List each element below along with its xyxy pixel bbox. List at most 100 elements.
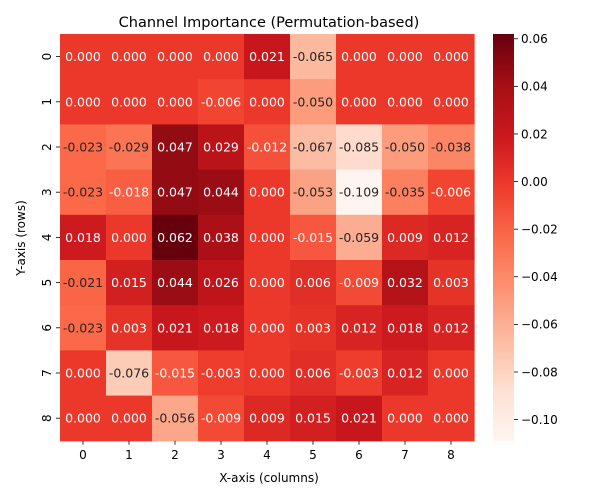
cell-value-label: 0.000: [111, 230, 147, 245]
heatmap-cell: [290, 124, 337, 171]
x-tick-label: 0: [79, 448, 87, 462]
cell-value-label: 0.000: [65, 411, 101, 426]
cell-value-label: 0.012: [341, 320, 377, 335]
heatmap-cell: [290, 260, 337, 306]
cell-value-label: -0.050: [293, 94, 333, 109]
heatmap-cell: [106, 124, 153, 171]
heatmap-cell: [198, 350, 245, 397]
cell-value-label: -0.059: [339, 230, 379, 245]
cell-value-label: 0.018: [203, 320, 239, 335]
cell-value-label: -0.003: [201, 366, 241, 381]
cell-value-label: -0.021: [63, 275, 103, 290]
cell-value-label: 0.000: [111, 49, 147, 64]
cell-value-label: 0.000: [203, 49, 239, 64]
heatmap-cell: [428, 169, 475, 216]
heatmap-cell: [428, 214, 475, 261]
colorbar-tick-label: −0.10: [521, 413, 558, 427]
heatmap-cell: [244, 124, 291, 171]
cell-value-label: -0.012: [247, 140, 287, 155]
cell-value-label: 0.000: [387, 411, 423, 426]
heatmap-cell: [244, 34, 291, 80]
cell-value-label: 0.000: [249, 366, 285, 381]
cell-value-label: -0.067: [293, 140, 333, 155]
cell-value-label: 0.000: [341, 49, 377, 64]
heatmap-cell: [382, 34, 429, 80]
cell-value-label: 0.018: [65, 230, 101, 245]
heatmap-cell: [336, 395, 383, 442]
heatmap-cell: [428, 124, 475, 171]
cell-value-label: 0.000: [387, 94, 423, 109]
x-tick-label: 2: [171, 448, 179, 462]
cell-value-label: 0.032: [387, 275, 423, 290]
cell-value-label: 0.000: [157, 49, 193, 64]
cell-value-label: 0.000: [65, 49, 101, 64]
heatmap-cell: [198, 79, 245, 125]
heatmap-cell: [152, 214, 199, 261]
heatmap-cells: 0.000 0.000 0.000 0.000 0.021 -0.065 0.000 0.00…: [60, 34, 475, 442]
cell-value-label: 0.021: [341, 411, 377, 426]
cell-value-label: 0.000: [433, 411, 469, 426]
cell-value-label: -0.029: [109, 140, 149, 155]
heatmap-cell: [290, 395, 337, 442]
cell-value-label: 0.000: [111, 94, 147, 109]
heatmap-cell: [290, 79, 337, 125]
colorbar-tick-label: −0.02: [521, 222, 558, 236]
cell-value-label: 0.000: [111, 411, 147, 426]
cell-value-label: -0.009: [339, 275, 379, 290]
cell-value-label: 0.000: [341, 94, 377, 109]
cell-value-label: -0.006: [431, 185, 471, 200]
cell-value-label: -0.006: [201, 94, 241, 109]
cell-value-label: 0.006: [295, 366, 331, 381]
cell-value-label: 0.029: [203, 140, 239, 155]
cell-value-label: -0.056: [155, 411, 195, 426]
y-tick-label: 0: [40, 53, 54, 61]
heatmap-cell: [198, 214, 245, 261]
cell-value-label: 0.044: [203, 185, 239, 200]
cell-value-label: 0.015: [295, 411, 331, 426]
heatmap-cell: [336, 34, 383, 80]
cell-value-label: 0.021: [157, 320, 193, 335]
cell-value-label: 0.047: [157, 140, 193, 155]
heatmap-cell: [152, 395, 199, 442]
heatmap-cell: [428, 260, 475, 306]
heatmap-cell: [336, 169, 383, 216]
cell-value-label: -0.050: [385, 140, 425, 155]
heatmap-cell: [198, 395, 245, 442]
heatmap-cell: [244, 350, 291, 397]
cell-value-label: -0.023: [63, 140, 103, 155]
cell-value-label: 0.026: [203, 275, 239, 290]
cell-value-label: 0.000: [433, 49, 469, 64]
heatmap-cell: [336, 305, 383, 351]
heatmap-cell: [290, 214, 337, 261]
heatmap-cell: [60, 34, 107, 80]
cell-value-label: 0.000: [433, 94, 469, 109]
colorbar: [493, 34, 514, 441]
colorbar-tick-label: 0.04: [521, 80, 548, 94]
cell-value-label: -0.023: [63, 185, 103, 200]
heatmap-cell: [290, 305, 337, 351]
x-tick-label: 8: [447, 448, 455, 462]
cell-value-label: 0.015: [111, 275, 147, 290]
heatmap-cell: [244, 305, 291, 351]
cell-value-label: 0.003: [433, 275, 469, 290]
heatmap-cell: [290, 350, 337, 397]
colorbar-tick-label: −0.06: [521, 318, 558, 332]
heatmap-cell: [198, 34, 245, 80]
heatmap-cell: [290, 34, 337, 80]
cell-value-label: 0.009: [249, 411, 285, 426]
cell-value-label: 0.000: [249, 275, 285, 290]
cell-value-label: -0.065: [293, 49, 333, 64]
cell-value-label: 0.000: [65, 366, 101, 381]
heatmap-cell: [152, 79, 199, 125]
colorbar-tick-label: 0.06: [521, 32, 548, 46]
colorbar-tick-label: −0.04: [521, 270, 558, 284]
heatmap-cell: [382, 124, 429, 171]
cell-value-label: -0.053: [293, 185, 333, 200]
heatmap-cell: [290, 169, 337, 216]
cell-value-label: 0.000: [65, 94, 101, 109]
heatmap-cell: [152, 169, 199, 216]
cell-value-label: -0.015: [155, 366, 195, 381]
heatmap-cell: [198, 260, 245, 306]
cell-value-label: 0.062: [157, 230, 193, 245]
